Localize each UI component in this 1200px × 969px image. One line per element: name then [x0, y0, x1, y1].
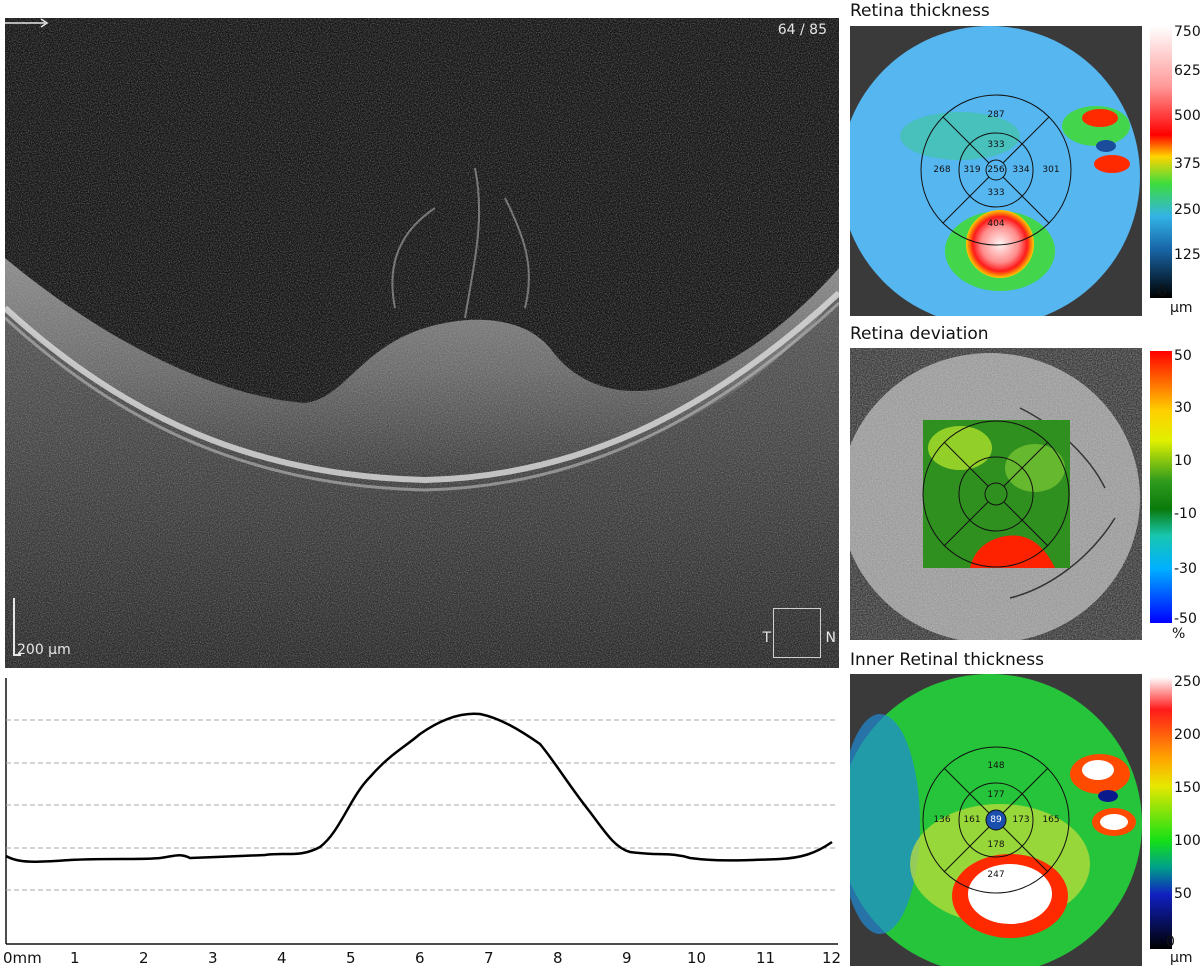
colorbar-tick-label: -30	[1174, 561, 1197, 577]
x-tick-label: 12	[822, 949, 841, 967]
colorbar-tick-label: 625	[1174, 63, 1200, 79]
sector-temporal-inner: 161	[963, 815, 981, 825]
x-tick-label: 4	[277, 949, 287, 967]
colorbar-tick-label: 0	[1158, 284, 1167, 300]
x-tick-label: 8	[553, 949, 563, 967]
retina-deviation-map	[850, 348, 1142, 640]
colorbar-tick-label: -10	[1174, 506, 1197, 522]
x-tick-label: 2	[139, 949, 149, 967]
colorbar-tick-label: 30	[1174, 400, 1192, 416]
retina-deviation-colorbar	[1150, 351, 1172, 623]
colorbar-tick-label: 50	[1174, 886, 1192, 902]
inner-retinal-thickness-title: Inner Retinal thickness	[850, 650, 1044, 670]
profile-x-tick-labels: 0mm 1 2 3 4 5 6 7 8 9 10 11 12	[3, 949, 841, 967]
sector-inferior-inner: 333	[987, 188, 1005, 198]
retina-deviation-heatmap	[850, 348, 1142, 640]
thickness-profile-plot: 0mm 1 2 3 4 5 6 7 8 9 10 11 12	[3, 678, 841, 967]
inner-retinal-thickness-colorbar	[1150, 677, 1172, 949]
sector-temporal-outer: 136	[933, 815, 951, 825]
x-tick-label: 7	[484, 949, 494, 967]
retina-thickness-heatmap	[850, 26, 1142, 316]
colorbar-tick-label: 125	[1174, 247, 1200, 263]
colorbar-tick-label: 100	[1174, 833, 1200, 849]
sector-temporal-inner: 319	[963, 165, 981, 175]
retina-thickness-colorbar	[1150, 26, 1172, 298]
sector-nasal-outer: 301	[1042, 165, 1060, 175]
sector-inferior-outer: 247	[987, 870, 1005, 880]
scale-bar-label: 200 µm	[17, 642, 71, 658]
sector-superior-inner: 177	[987, 790, 1005, 800]
retina-thickness-map: 287 333 268 319 256 334 301 333 404	[850, 26, 1142, 316]
retina-thickness-title: Retina thickness	[850, 1, 990, 21]
sector-inferior-outer: 404	[987, 219, 1005, 229]
orientation-box	[773, 608, 821, 658]
sector-superior-outer: 148	[987, 761, 1005, 771]
colorbar-tick-label: 150	[1174, 780, 1200, 796]
colorbar-unit: µm	[1170, 300, 1193, 316]
sector-superior-inner: 333	[987, 140, 1005, 150]
inner-retinal-thickness-map: 148 177 136 161 89 173 165 178 247	[850, 674, 1142, 966]
x-tick-label: 9	[622, 949, 632, 967]
inner-retinal-thickness-heatmap	[850, 674, 1142, 966]
oct-bscan-image: 64 / 85 200 µm T N	[5, 18, 839, 668]
scale-bar	[13, 598, 21, 656]
sector-center: 89	[990, 815, 1002, 825]
colorbar-tick-label: 500	[1174, 108, 1200, 124]
colorbar-unit: %	[1172, 626, 1186, 642]
colorbar-unit: µm	[1170, 950, 1193, 966]
x-tick-label: 10	[687, 949, 706, 967]
sector-temporal-outer: 268	[933, 165, 951, 175]
x-tick-label: 11	[756, 949, 775, 967]
slice-counter: 64 / 85	[777, 22, 827, 38]
orientation-nasal-label: N	[825, 630, 836, 646]
sector-nasal-inner: 334	[1012, 165, 1030, 175]
sector-nasal-outer: 165	[1042, 815, 1060, 825]
sector-inferior-inner: 178	[987, 840, 1005, 850]
x-tick-label: 5	[346, 949, 356, 967]
sector-nasal-inner: 173	[1012, 815, 1030, 825]
colorbar-tick-label: 0	[1166, 934, 1175, 950]
colorbar-tick-label: -50	[1174, 611, 1197, 627]
sector-center: 256	[987, 165, 1005, 175]
orientation-arrow-icon	[5, 18, 49, 28]
colorbar-tick-label: 200	[1174, 727, 1200, 743]
orientation-temporal-label: T	[762, 630, 771, 646]
thickness-profile-line	[5, 712, 833, 864]
colorbar-tick-label: 250	[1174, 202, 1200, 218]
x-tick-label: 0mm	[3, 949, 42, 967]
colorbar-tick-label: 375	[1174, 156, 1200, 172]
profile-gridlines	[6, 719, 838, 891]
colorbar-tick-label: 250	[1174, 674, 1200, 690]
colorbar-tick-label: 750	[1174, 24, 1200, 40]
sector-superior-outer: 287	[987, 110, 1005, 120]
bscan-graphic	[5, 18, 839, 668]
x-tick-label: 6	[415, 949, 425, 967]
x-tick-label: 1	[70, 949, 80, 967]
retina-deviation-title: Retina deviation	[850, 324, 989, 344]
x-tick-label: 3	[208, 949, 218, 967]
colorbar-tick-label: 50	[1174, 348, 1192, 364]
colorbar-tick-label: 10	[1174, 453, 1192, 469]
